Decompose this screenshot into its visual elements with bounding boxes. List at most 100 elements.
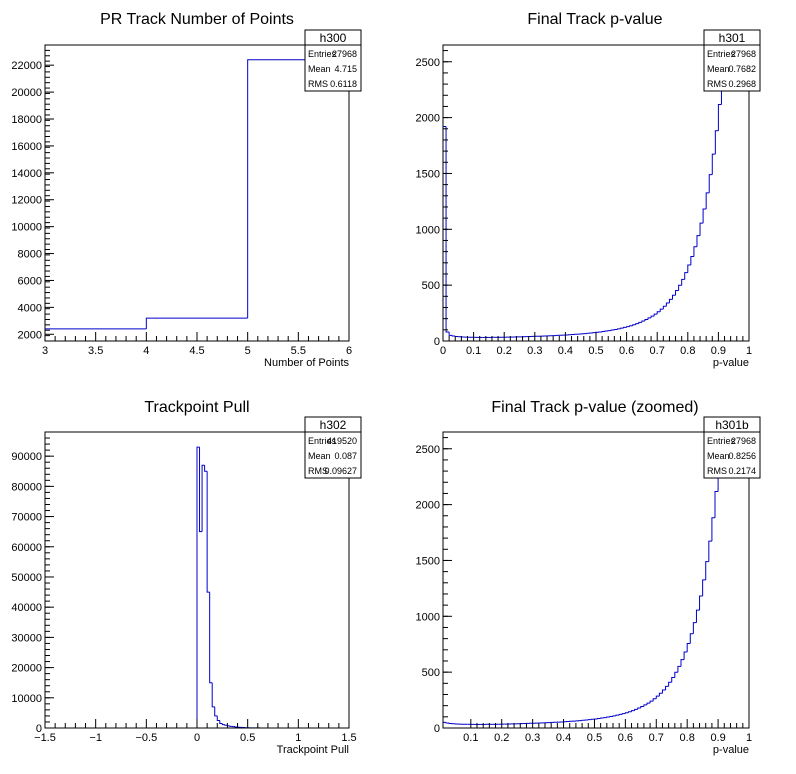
- y-tick-label: 12000: [11, 195, 42, 207]
- histogram-bin: [686, 642, 691, 653]
- histogram-bin: [659, 308, 664, 312]
- panel-title: Final Track p-value: [527, 11, 662, 28]
- stats-value-entries: 27968: [731, 49, 756, 59]
- histogram-bin: [448, 332, 453, 336]
- histogram-bin: [692, 622, 697, 634]
- stats-label-rms: RMS: [707, 79, 727, 89]
- panel-trackpoint-pull: Trackpoint Pull −1.5 −1 −0.5 0 0.5 1 1.5 0 1000…: [11, 399, 362, 756]
- histogram-bin: [211, 682, 215, 708]
- histogram-bin: [652, 698, 657, 702]
- stats-value-rms: 0.2968: [728, 79, 756, 89]
- stats-value-rms: 0.6118: [330, 79, 357, 89]
- panel-title: PR Track Number of Points: [100, 11, 294, 28]
- x-tick-label: −1.5: [34, 732, 56, 744]
- histogram-series: [44, 59, 350, 341]
- histogram-bin: [687, 264, 691, 273]
- stats-value-rms: 0.2174: [728, 466, 756, 476]
- stats-label-mean: Mean: [707, 64, 730, 74]
- histogram-bin: [643, 704, 647, 707]
- y-tick-label: 10000: [11, 222, 42, 234]
- histogram-bin: [209, 592, 213, 684]
- y-tick-label: 70000: [11, 512, 42, 524]
- x-tick-label: 0.2: [497, 345, 512, 357]
- histogram-bin: [672, 294, 676, 300]
- plot-frame: [44, 44, 350, 342]
- y-tick-label: 1500: [416, 555, 440, 567]
- x-tick-label: 0: [440, 345, 446, 357]
- histogram-bin: [708, 540, 712, 562]
- stats-value-mean: 0.7682: [728, 64, 756, 74]
- stats-label-entries: Entries: [707, 49, 736, 59]
- histogram-bin: [649, 700, 654, 704]
- histogram-bin: [668, 681, 672, 687]
- histogram-bin: [635, 323, 639, 325]
- x-tick-label: 1: [295, 732, 301, 744]
- stats-box: h301b Entries 27968 Mean 0.8256 RMS 0.21…: [703, 416, 761, 479]
- stats-box-frame: [703, 29, 761, 92]
- histogram-bin: [681, 278, 685, 286]
- stats-histogram-name: h302: [320, 418, 347, 432]
- stats-box-frame: [304, 416, 362, 479]
- histogram-bin: [702, 208, 707, 224]
- histogram-bin: [656, 311, 661, 315]
- histogram-bin: [661, 689, 666, 694]
- plot-frame: [442, 44, 750, 342]
- y-tick-label: 0: [434, 336, 440, 348]
- x-tick-label: 0.6: [619, 345, 634, 357]
- histogram-bin: [216, 715, 220, 721]
- histogram-bin: [699, 595, 703, 611]
- y-tick-label: 500: [422, 667, 440, 679]
- stats-box-frame: [703, 416, 761, 479]
- histogram-bin: [640, 706, 644, 709]
- x-tick-label: 1.5: [341, 732, 356, 744]
- stats-label-rms: RMS: [308, 79, 328, 89]
- y-tick-label: 20000: [11, 87, 42, 99]
- x-tick-label: 3.5: [88, 345, 103, 357]
- histogram-series: [442, 477, 750, 728]
- y-tick-label: 22000: [11, 60, 42, 72]
- histogram-bin: [623, 326, 627, 329]
- x-tick-label: 0.7: [649, 732, 664, 744]
- histogram-bin: [690, 255, 694, 266]
- stats-label-entries: Entries: [308, 49, 337, 59]
- stats-histogram-name: h301: [719, 31, 746, 45]
- histogram-bin: [206, 471, 210, 593]
- histogram-bin: [631, 710, 635, 712]
- y-tick-label: 1000: [416, 611, 440, 623]
- y-tick-label: 14000: [11, 168, 42, 180]
- y-tick-label: 50000: [11, 572, 42, 584]
- x-tick-label: 3: [42, 345, 48, 357]
- histogram-bin: [621, 713, 626, 715]
- histogram-bin: [199, 447, 203, 533]
- histogram-bin: [674, 671, 678, 678]
- panel-title: Trackpoint Pull: [144, 399, 249, 416]
- y-tick-label: 0: [434, 723, 440, 735]
- histogram-bin: [647, 317, 652, 320]
- plot-frame: [442, 431, 750, 729]
- x-tick-label: 0.9: [711, 345, 726, 357]
- histogram-bin: [702, 579, 706, 596]
- y-axis: 0 10000 20000 30000 40000 50000 60000 70000 8000…: [11, 431, 54, 735]
- x-tick-label: 4: [143, 345, 149, 357]
- y-tick-label: 2000: [416, 113, 440, 125]
- panel-final-track-pvalue: Final Track p-value 0 0.1 0.2 0.3 0.4 0.5 0.6 0…: [416, 11, 761, 369]
- histogram-bin: [705, 561, 709, 580]
- y-tick-label: 1000: [416, 224, 440, 236]
- stats-value-mean: 4.715: [334, 64, 357, 74]
- histogram-bin: [445, 126, 450, 333]
- stats-label-entries: Entries: [308, 436, 337, 446]
- y-tick-label: 18000: [11, 114, 42, 126]
- y-axis: 0 500 1000 1500 2000 2500: [416, 437, 452, 735]
- histogram-bin: [708, 174, 713, 193]
- histogram-bin: [613, 329, 618, 331]
- histogram-bin: [705, 192, 710, 209]
- x-tick-label: 0.5: [240, 732, 255, 744]
- x-tick-label: 0.9: [710, 732, 725, 744]
- histogram-bin: [711, 153, 716, 175]
- stats-box: h302 Entries 419520 Mean 0.087 RMS 0.096…: [304, 416, 362, 479]
- y-tick-label: 90000: [11, 451, 42, 463]
- histogram-bin: [638, 321, 642, 324]
- x-axis-label: p-value: [713, 744, 749, 756]
- stats-value-rms: 0.09627: [324, 466, 357, 476]
- x-tick-label: 4.5: [189, 345, 204, 357]
